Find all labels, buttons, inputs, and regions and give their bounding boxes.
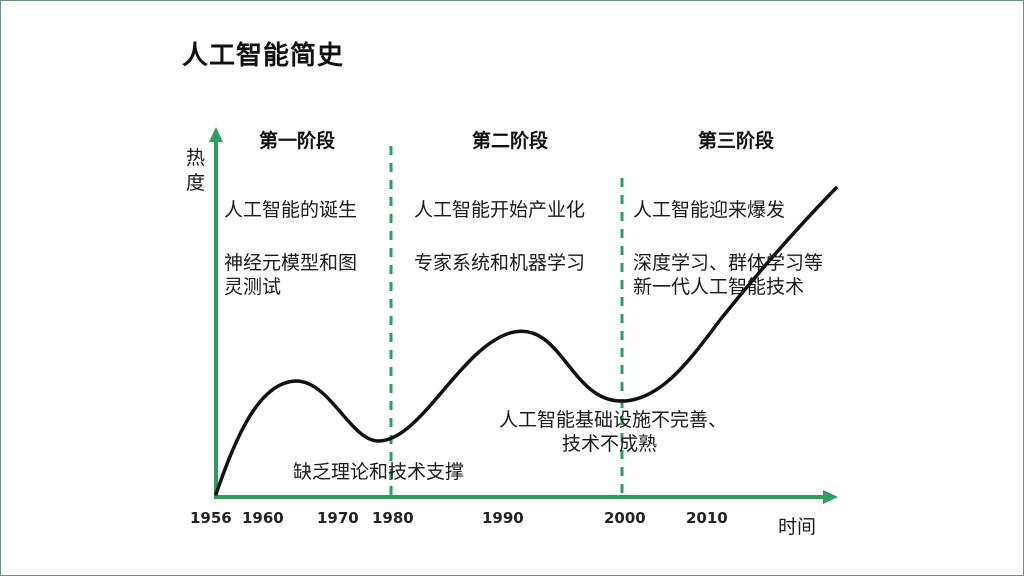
- x-tick-1990: 1990: [482, 509, 524, 527]
- stage-3-detail-2: 新一代人工智能技术: [633, 276, 805, 298]
- y-axis-label: 热度: [186, 147, 206, 194]
- stage-1-detail-1: 神经元模型和图: [224, 252, 358, 274]
- x-axis-label: 时间: [778, 516, 817, 538]
- x-axis-arrow-icon: [823, 490, 838, 504]
- stage-3-detail-1: 深度学习、群体学习等: [633, 252, 824, 274]
- page-title: 人工智能简史: [182, 41, 345, 71]
- y-axis-arrow-icon: [209, 127, 223, 142]
- stage-3-headline: 人工智能迎来爆发: [633, 199, 786, 221]
- heat-curve: [214, 186, 838, 496]
- x-tick-1980: 1980: [372, 509, 414, 527]
- x-tick-1970: 1970: [317, 509, 359, 527]
- stage-1-label: 第一阶段: [259, 130, 336, 152]
- stage-1-detail-2: 灵测试: [224, 276, 282, 298]
- trough-2-annotation-2: 技术不成熟: [562, 433, 658, 455]
- trough-1-annotation: 缺乏理论和技术支撑: [293, 461, 465, 483]
- x-tick-1960: 1960: [242, 509, 284, 527]
- stage-2-headline: 人工智能开始产业化: [414, 199, 586, 221]
- trough-2-annotation-1: 人工智能基础设施不完善、: [499, 409, 728, 431]
- x-tick-1956: 1956: [190, 509, 232, 527]
- stage-2-label: 第二阶段: [472, 130, 549, 152]
- x-tick-2010: 2010: [686, 509, 728, 527]
- stage-1-headline: 人工智能的诞生: [224, 199, 358, 221]
- x-tick-2000: 2000: [604, 509, 646, 527]
- stage-3-label: 第三阶段: [698, 130, 775, 152]
- stage-2-detail-1: 专家系统和机器学习: [414, 252, 586, 274]
